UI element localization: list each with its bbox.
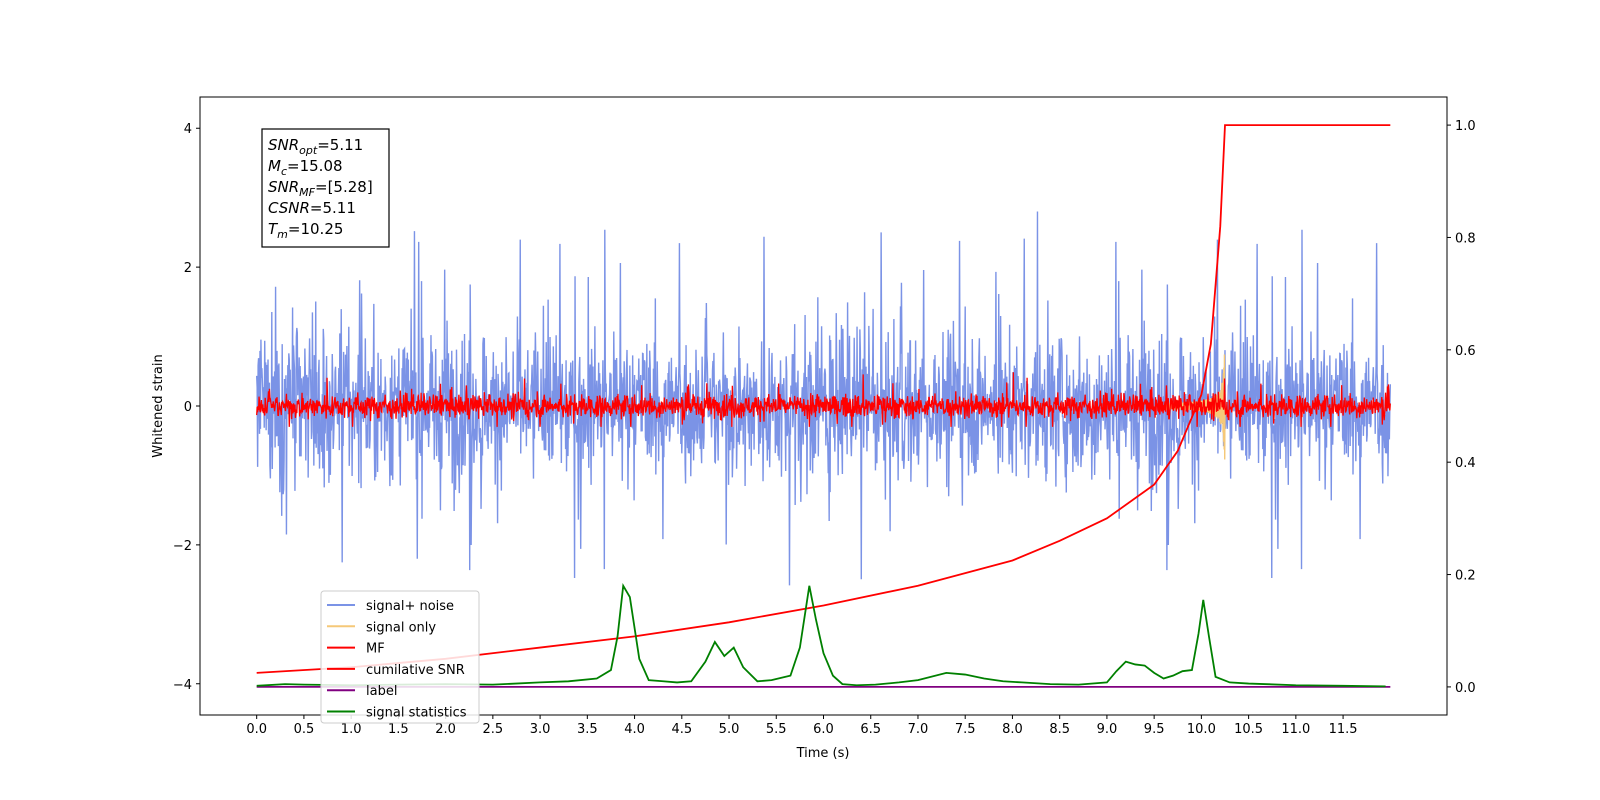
y-tick-label: 4 <box>184 122 192 137</box>
info-line: Mc=15.08 <box>268 157 343 178</box>
y-tick-label: 2 <box>184 261 192 276</box>
x-tick-label: 1.0 <box>341 722 362 737</box>
x-tick-label: 2.5 <box>483 722 504 737</box>
info-line: Tm=10.25 <box>268 220 343 241</box>
x-tick-label: 3.5 <box>577 722 598 737</box>
legend-entry: cumilative SNR <box>366 663 465 678</box>
y2-tick-label: 0.0 <box>1455 681 1476 696</box>
series-signal-plus-noise <box>255 211 1392 586</box>
x-tick-label: 6.5 <box>860 722 881 737</box>
x-tick-label: 2.0 <box>435 722 456 737</box>
legend-entry: signal+ noise <box>366 599 454 614</box>
y-axis-right: 0.0 0.2 0.4 0.6 0.8 1.0 <box>1447 119 1476 696</box>
x-axis-label: Time (s) <box>796 746 850 761</box>
y2-tick-label: 0.6 <box>1455 344 1476 359</box>
x-tick-label: 7.5 <box>955 722 976 737</box>
x-tick-label: 7.0 <box>908 722 929 737</box>
y2-tick-label: 0.2 <box>1455 569 1476 584</box>
y2-tick-label: 0.8 <box>1455 231 1476 246</box>
x-tick-label: 10.0 <box>1187 722 1216 737</box>
x-tick-label: 6.0 <box>813 722 834 737</box>
x-tick-label: 8.0 <box>1002 722 1023 737</box>
info-line: SNRMF=[5.28] <box>268 178 373 199</box>
plot-area <box>255 124 1392 688</box>
x-tick-label: 3.0 <box>530 722 551 737</box>
legend-frame <box>320 590 480 724</box>
info-box-frame <box>261 128 390 248</box>
series-signal-statistics <box>256 582 1386 688</box>
x-tick-label: 0.5 <box>294 722 315 737</box>
legend-entry: label <box>366 684 397 699</box>
info-box: SNRopt=5.11Mc=15.08SNRMF=[5.28]CSNR=5.11… <box>261 128 390 248</box>
y-tick-label: −4 <box>173 678 192 693</box>
x-tick-label: 4.5 <box>671 722 692 737</box>
x-axis: 0.0 0.5 1.0 1.5 2.0 2.5 3.0 3.5 4.0 4.5 5.0 5.5 6.0 6… <box>246 715 1358 737</box>
series-cumulative-snr <box>256 124 1391 674</box>
x-tick-label: 9.0 <box>1097 722 1118 737</box>
legend: signal+ noise signal only MF cumilative SNR… <box>320 590 480 724</box>
x-tick-label: 11.5 <box>1329 722 1358 737</box>
x-tick-label: 5.0 <box>719 722 740 737</box>
x-tick-label: 8.5 <box>1049 722 1070 737</box>
y-axis-label: Whitened strain <box>151 354 166 457</box>
y2-tick-label: 0.4 <box>1455 456 1476 471</box>
legend-entry: signal statistics <box>366 706 467 721</box>
y-tick-label: 0 <box>184 400 192 415</box>
x-tick-label: 9.5 <box>1144 722 1165 737</box>
y-tick-label: −2 <box>173 539 192 554</box>
y-axis-left: −4 −2 0 2 4 <box>173 122 200 693</box>
x-tick-label: 1.5 <box>388 722 409 737</box>
legend-entry: signal only <box>366 620 436 635</box>
legend-entry: MF <box>366 642 385 657</box>
info-line: CSNR=5.11 <box>268 199 356 217</box>
info-line: SNRopt=5.11 <box>268 136 363 157</box>
x-tick-label: 5.5 <box>766 722 787 737</box>
x-tick-label: 11.0 <box>1281 722 1310 737</box>
series-mf <box>256 372 1391 427</box>
y2-tick-label: 1.0 <box>1455 119 1476 134</box>
x-tick-label: 10.5 <box>1234 722 1263 737</box>
x-tick-label: 4.0 <box>624 722 645 737</box>
x-tick-label: 0.0 <box>246 722 267 737</box>
